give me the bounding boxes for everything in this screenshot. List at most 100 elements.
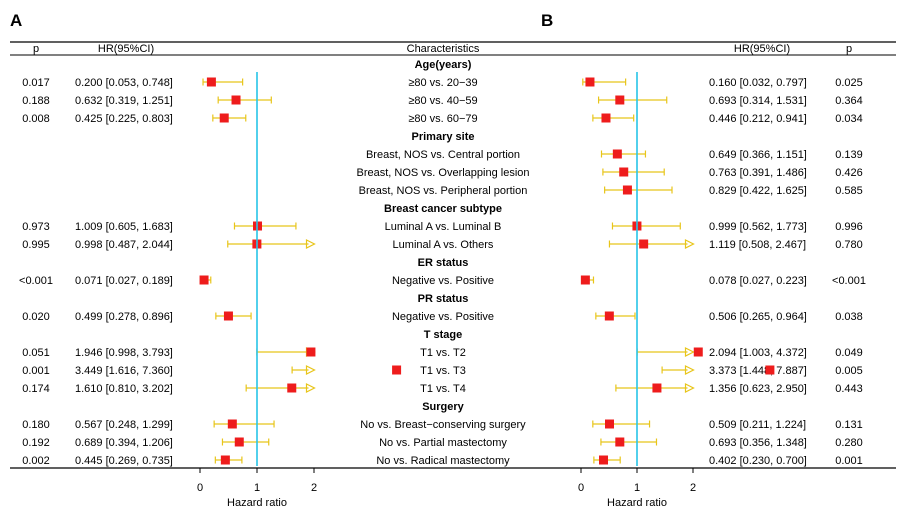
hr-ci-text-a: 0.998 [0.487, 2.044] — [75, 239, 173, 251]
row-characteristic-label: Negative vs. Positive — [392, 311, 494, 323]
row-characteristic-label: T1 vs. T2 — [420, 347, 466, 359]
row-characteristic-label: No vs. Breast−conserving surgery — [360, 419, 526, 431]
hr-ci-text-b: 0.999 [0.562, 1.773] — [709, 221, 807, 233]
hr-point-a — [306, 347, 316, 357]
hr-point-b — [765, 365, 775, 375]
row-characteristic-label: Breast, NOS vs. Peripheral portion — [359, 185, 528, 197]
p-value-a: 0.020 — [22, 311, 50, 323]
p-value-b: 0.034 — [835, 113, 863, 125]
p-value-a: 0.180 — [22, 419, 50, 431]
hr-ci-text-a: 0.632 [0.319, 1.251] — [75, 95, 173, 107]
hr-ci-text-a: 1.610 [0.810, 3.202] — [75, 383, 173, 395]
header-hr-left: HR(95%CI) — [98, 43, 154, 55]
group-heading: Breast cancer subtype — [384, 203, 502, 215]
hr-point-b — [615, 95, 625, 105]
group-heading: ER status — [418, 257, 469, 269]
row-characteristic-label: ≥80 vs. 40−59 — [408, 95, 477, 107]
hr-ci-text-a: 0.071 [0.027, 0.189] — [75, 275, 173, 287]
row-characteristic-label: Breast, NOS vs. Central portion — [366, 149, 520, 161]
p-value-a: 0.995 — [22, 239, 50, 251]
p-value-b: 0.443 — [835, 383, 863, 395]
hr-point-a — [234, 437, 244, 447]
hr-point-a — [223, 311, 233, 321]
hr-point-b — [601, 113, 611, 123]
p-value-a: 0.008 — [22, 113, 50, 125]
hr-point-b — [604, 311, 614, 321]
hr-ci-text-b: 2.094 [1.003, 4.372] — [709, 347, 807, 359]
hr-point-a — [219, 113, 229, 123]
hr-ci-text-b: 0.649 [0.366, 1.151] — [709, 149, 807, 161]
panel-label-b: B — [541, 11, 553, 30]
row-characteristic-label: T1 vs. T3 — [420, 365, 466, 377]
ci-arrow-b — [684, 347, 695, 357]
hr-point-b — [580, 275, 590, 285]
hr-ci-text-b: 1.119 [0.508, 2.467] — [709, 239, 806, 251]
hr-ci-text-a: 1.009 [0.605, 1.683] — [75, 221, 173, 233]
p-value-b: 0.049 — [835, 347, 863, 359]
row-characteristic-label: ≥80 vs. 20−39 — [408, 77, 477, 89]
header-characteristics: Characteristics — [407, 43, 480, 55]
ci-arrow-a — [305, 365, 316, 375]
hr-ci-text-b: 0.509 [0.211, 1.224] — [709, 419, 806, 431]
header-p-right: p — [846, 43, 852, 55]
hr-point-a — [206, 77, 216, 87]
ci-arrow-b — [684, 365, 695, 375]
p-value-a: 0.001 — [22, 365, 50, 377]
p-value-b: 0.426 — [835, 167, 863, 179]
row-characteristic-label: No vs. Radical mastectomy — [376, 455, 510, 467]
hr-ci-text-b: 1.356 [0.623, 2.950] — [709, 383, 807, 395]
hr-ci-text-b: 0.829 [0.422, 1.625] — [709, 185, 807, 197]
hr-point-b — [619, 167, 629, 177]
header-hr-right: HR(95%CI) — [734, 43, 790, 55]
hr-ci-text-b: 0.160 [0.032, 0.797] — [709, 77, 807, 89]
row-characteristic-label: T1 vs. T4 — [420, 383, 466, 395]
hr-ci-text-a: 0.445 [0.269, 0.735] — [75, 455, 173, 467]
hr-ci-text-b: 0.506 [0.265, 0.964] — [709, 311, 807, 323]
hr-point-a — [220, 455, 230, 465]
axis-title-b: Hazard ratio — [607, 497, 667, 509]
hr-ci-text-a: 0.499 [0.278, 0.896] — [75, 311, 173, 323]
hr-point-a — [231, 95, 241, 105]
p-value-b: 0.001 — [835, 455, 863, 467]
hr-ci-text-a: 0.200 [0.053, 0.748] — [75, 77, 173, 89]
hr-point-a — [227, 419, 237, 429]
panel-label-a: A — [10, 11, 22, 30]
row-characteristic-label: Luminal A vs. Others — [393, 239, 494, 251]
hr-ci-text-a: 1.946 [0.998, 3.793] — [75, 347, 173, 359]
hr-point-b — [693, 347, 703, 357]
p-value-b: 0.585 — [835, 185, 863, 197]
hr-point-a — [392, 365, 402, 375]
hr-ci-text-b: 3.373 [1.448, 7.887] — [709, 365, 807, 377]
axis-tick-label-a-1: 1 — [254, 482, 260, 494]
hr-point-b — [612, 149, 622, 159]
row-characteristic-label: Breast, NOS vs. Overlapping lesion — [356, 167, 529, 179]
hr-ci-text-b: 0.446 [0.212, 0.941] — [709, 113, 807, 125]
p-value-b: 0.996 — [835, 221, 863, 233]
group-heading: PR status — [418, 293, 469, 305]
p-value-b: <0.001 — [832, 275, 866, 287]
axis-tick-label-a-0: 0 — [197, 482, 203, 494]
axis-tick-label-b-0: 0 — [578, 482, 584, 494]
group-heading: T stage — [424, 329, 463, 341]
p-value-b: 0.131 — [835, 419, 863, 431]
hr-point-b — [652, 383, 662, 393]
p-value-b: 0.139 — [835, 149, 863, 161]
ci-arrow-b — [684, 239, 695, 249]
hr-ci-text-b: 0.402 [0.230, 0.700] — [709, 455, 807, 467]
axis-title-a: Hazard ratio — [227, 497, 287, 509]
p-value-b: 0.280 — [835, 437, 863, 449]
p-value-b: 0.005 — [835, 365, 863, 377]
hr-point-a — [287, 383, 297, 393]
hr-point-b — [599, 455, 609, 465]
hr-ci-text-b: 0.693 [0.314, 1.531] — [709, 95, 807, 107]
p-value-a: 0.192 — [22, 437, 50, 449]
p-value-a: <0.001 — [19, 275, 53, 287]
hr-point-b — [639, 239, 649, 249]
hr-point-b — [605, 419, 615, 429]
p-value-a: 0.188 — [22, 95, 50, 107]
group-heading: Primary site — [412, 131, 475, 143]
p-value-b: 0.025 — [835, 77, 863, 89]
group-heading: Age(years) — [415, 59, 472, 71]
ci-arrow-b — [684, 383, 695, 393]
